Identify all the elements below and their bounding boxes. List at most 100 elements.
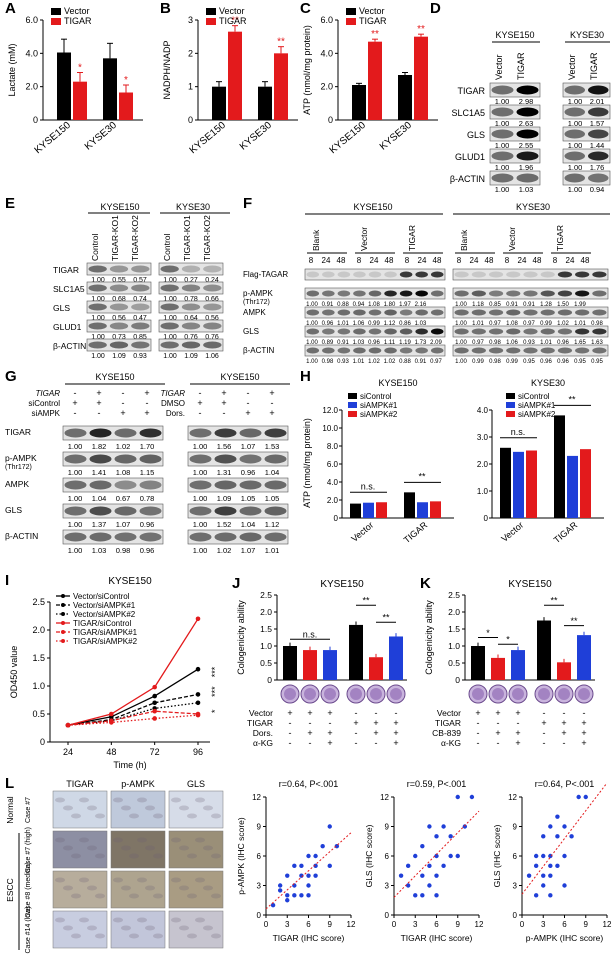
quant-value: 0.95 [574,359,586,365]
y-tick-label: 4.0 [320,48,333,58]
quant-value: 1.02 [384,359,396,365]
quant-value: 1.70 [140,442,155,451]
condition-sign: + [581,728,586,738]
bar [398,75,412,120]
bar [349,624,363,680]
data-point [448,853,453,859]
y-tick-label: 2.0 [477,460,489,469]
data-point [313,863,318,869]
blot-band [189,480,212,490]
time-label: 48 [485,256,494,265]
data-point [555,863,560,869]
quant-value: 1.00 [495,141,510,150]
y-axis-label: Cologenicity ability [236,600,246,675]
blot-strip [62,503,164,519]
bar [103,58,117,120]
bar [363,502,374,518]
blot-band [189,454,212,464]
quant-value: 1.08 [116,468,131,477]
blot-band [181,284,201,292]
significance-mark: ** [568,394,576,404]
blot-band [516,85,539,95]
quant-value: 0.96 [540,359,552,365]
blot-band [592,271,607,278]
bar [119,92,133,120]
quant-value: 1.00 [568,185,583,194]
significance-mark: ** [550,596,558,606]
x-tick-label: 72 [150,747,160,757]
cell-line-label: KYSE150 [220,372,259,382]
quant-value: 1.56 [217,442,232,451]
blot-band [564,151,585,161]
bar [350,503,361,518]
y-tick-label: 12 [508,793,517,802]
time-label: 24 [470,256,479,265]
legend-label: Vector/siAMPK#1 [73,601,136,610]
legend-label: TIGAR [219,16,247,26]
legend-swatch [346,8,356,15]
blot-band [557,328,573,335]
blot-band [523,309,538,316]
condition-sign: + [327,738,332,748]
data-point [569,834,574,839]
protein-label: TIGAR [53,265,79,275]
blot-band [564,107,585,117]
group-label: TIGAR [407,225,417,251]
blot-band [160,341,179,349]
data-point [413,893,418,898]
quant-value: 0.76 [205,334,219,341]
blot-band [564,129,585,139]
bar [537,620,551,680]
blot-band [353,309,366,316]
data-point [292,863,297,869]
y-tick-label: 0 [188,115,193,125]
y-tick-label: 0 [513,911,518,920]
lane-label: TIGAR-KO2 [202,215,212,261]
blot-band [488,328,504,335]
y-axis-label: OD450 value [9,646,19,699]
data-point [583,794,588,800]
x-tick-label: KYSE150 [33,120,74,157]
protein-label: GLS [53,303,70,313]
series-line [67,618,199,726]
legend-label: Vector/siControl [73,592,130,601]
blot-band [214,428,237,438]
blot-band [506,328,521,335]
condition-sign: + [393,718,398,728]
legend-swatch [206,8,216,15]
quant-value: 1.03 [519,185,534,194]
blot-band [368,328,382,335]
legend-swatch [348,393,357,399]
quant-value: 1.00 [455,321,467,327]
quant-value: 1.00 [495,97,510,106]
quant-value: 1.06 [205,353,219,360]
blot-band [64,532,87,542]
significance-mark: n.s. [303,630,318,640]
x-tick-label: KYSE30 [378,120,414,153]
ihc-image [168,830,224,869]
x-tick-label: 9 [456,920,461,929]
quant-value: 1.06 [506,340,518,346]
protein-label: β-ACTIN [53,341,86,351]
quant-value: 1.00 [306,302,318,308]
protein-label: GLS [5,505,22,515]
blot-band [109,322,129,330]
ihc-image [52,790,108,829]
blot-band [203,341,222,349]
blot-band [471,328,486,335]
cell-line-label: KYSE150 [95,372,134,382]
condition-sign: - [289,718,292,728]
protein-label: GLS [243,327,259,336]
legend-label: Vector [219,6,245,16]
data-point [576,794,581,800]
blot-band [454,271,469,278]
ihc-image [52,870,108,909]
condition-label: Vector [437,708,461,718]
lane-label: TIGAR-KO1 [182,215,192,261]
quant-value: 0.97 [523,321,535,327]
quant-value: 0.78 [184,296,198,303]
y-tick-label: 0.5 [260,658,272,668]
bar [430,501,441,518]
quant-value: 0.91 [415,359,427,365]
